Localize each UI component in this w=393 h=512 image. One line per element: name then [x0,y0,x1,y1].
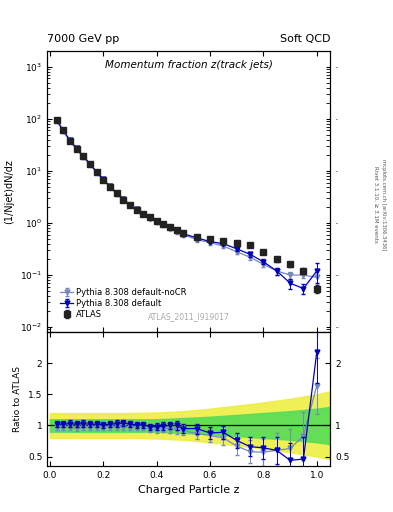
Y-axis label: (1/Njet)dN/dz: (1/Njet)dN/dz [4,159,15,224]
Y-axis label: Ratio to ATLAS: Ratio to ATLAS [13,366,22,432]
Text: 7000 GeV pp: 7000 GeV pp [47,33,119,44]
Legend: Pythia 8.308 default-noCR, Pythia 8.308 default, ATLAS: Pythia 8.308 default-noCR, Pythia 8.308 … [57,285,190,323]
Text: ATLAS_2011_I919017: ATLAS_2011_I919017 [148,312,230,321]
Text: Soft QCD: Soft QCD [280,33,330,44]
Text: Momentum fraction z(track jets): Momentum fraction z(track jets) [105,59,273,70]
X-axis label: Charged Particle z: Charged Particle z [138,485,239,495]
Text: Rivet 3.1.10, ≥ 3.1M events: Rivet 3.1.10, ≥ 3.1M events [373,166,378,243]
Text: mcplots.cern.ch [arXiv:1306.3436]: mcplots.cern.ch [arXiv:1306.3436] [381,159,386,250]
